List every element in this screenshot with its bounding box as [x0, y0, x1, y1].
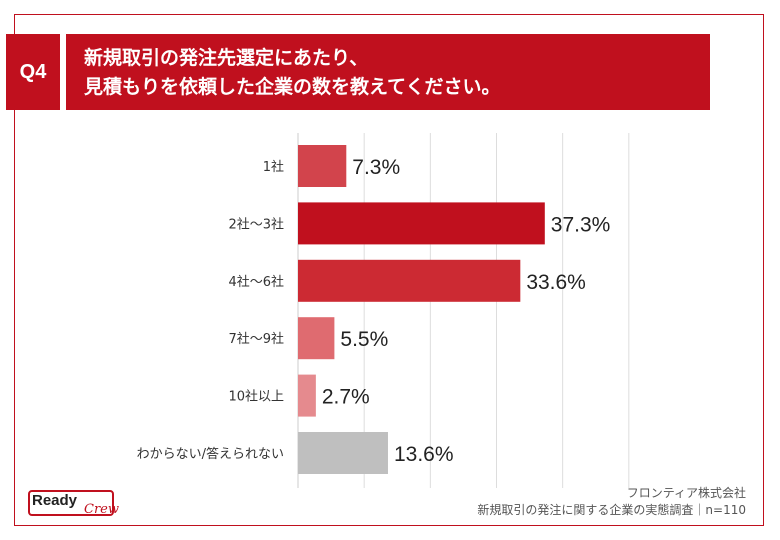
- logo-word-crew: Crew: [84, 502, 119, 517]
- question-line-1: 新規取引の発注先選定にあたり、: [84, 47, 369, 69]
- bar-2: [298, 259, 521, 302]
- ready-crew-logo: Ready Crew: [28, 490, 119, 520]
- value-label-1: 37.3%: [551, 213, 611, 236]
- chart-frame: [14, 14, 764, 526]
- bar-3: [298, 317, 335, 360]
- source-company: フロンティア株式会社: [626, 486, 746, 500]
- logo-word-ready: Ready: [32, 492, 78, 509]
- value-label-0: 7.3%: [352, 156, 400, 179]
- category-label-4: 10社以上: [228, 389, 284, 405]
- logo-border: [28, 490, 114, 516]
- question-badge: Q4: [6, 34, 60, 110]
- category-label-1: 2社～3社: [228, 216, 284, 232]
- source-survey: 新規取引の発注に関する企業の実態調査｜n=110: [477, 503, 746, 517]
- category-label-0: 1社: [263, 159, 284, 175]
- category-label-5: わからない/答えられない: [137, 446, 284, 462]
- bar-1: [298, 202, 545, 245]
- question-line-2: 見積もりを依頼した企業の数を教えてください。: [84, 76, 501, 98]
- bar-4: [298, 374, 316, 417]
- category-label-3: 7社～9社: [228, 331, 284, 347]
- value-label-2: 33.6%: [526, 271, 586, 294]
- value-label-4: 2.7%: [322, 386, 370, 409]
- value-label-3: 5.5%: [340, 328, 388, 351]
- bar-0: [298, 145, 347, 187]
- value-label-5: 13.6%: [394, 443, 454, 466]
- bar-5: [298, 432, 388, 474]
- question-banner: 新規取引の発注先選定にあたり、 見積もりを依頼した企業の数を教えてください。: [66, 34, 710, 110]
- category-label-2: 4社～6社: [228, 274, 284, 290]
